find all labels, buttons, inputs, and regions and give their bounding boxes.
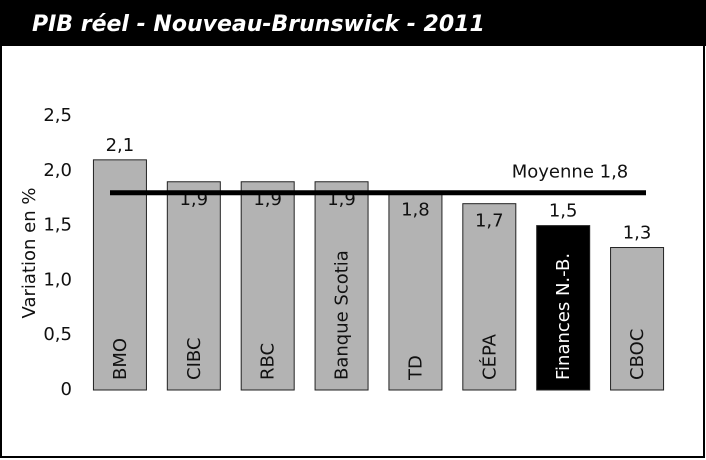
chart-title: PIB réel - Nouveau-Brunswick - 2011: [32, 12, 485, 37]
category-label: BMO: [110, 338, 131, 380]
y-tick-label: 0: [61, 379, 72, 400]
category-label: CIBC: [184, 338, 205, 380]
y-axis-label: Variation en %: [19, 188, 40, 319]
bar: [240, 181, 295, 391]
category-label: CBOC: [627, 329, 648, 380]
bar: [92, 159, 147, 391]
y-tick-label: 1,0: [43, 269, 72, 290]
y-tick-label: 1,5: [43, 215, 72, 236]
category-label: TD: [405, 355, 426, 381]
category-label: Banque Scotia: [332, 250, 353, 380]
bar: [314, 181, 369, 391]
value-label: 1,8: [401, 200, 430, 221]
y-tick-label: 2,5: [43, 105, 72, 126]
bar: [536, 225, 591, 391]
category-label: RBC: [258, 343, 279, 380]
category-label: Finances N.-B.: [553, 253, 574, 380]
average-label: Moyenne 1,8: [512, 162, 629, 183]
bar: [462, 203, 517, 391]
value-label: 1,3: [623, 223, 652, 244]
title-bar: [0, 0, 706, 46]
value-label: 1,5: [549, 201, 578, 222]
y-tick-label: 2,0: [43, 160, 72, 181]
bar: [166, 181, 221, 391]
value-label: 2,1: [106, 135, 135, 156]
value-label: 1,7: [475, 211, 504, 232]
category-label: CÉPA: [478, 333, 500, 380]
bar: [610, 247, 665, 391]
y-tick-label: 0,5: [43, 324, 72, 345]
